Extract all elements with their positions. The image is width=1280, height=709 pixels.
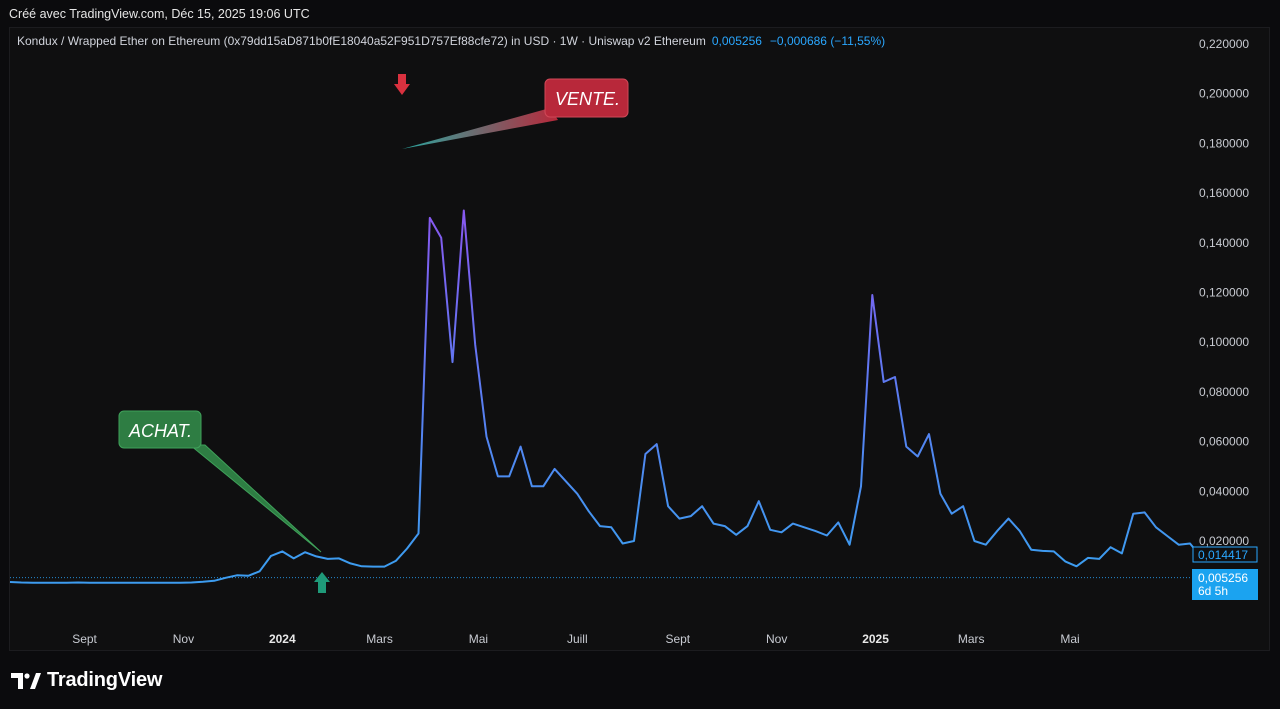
- created-with-caption: Créé avec TradingView.com, Déc 15, 2025 …: [9, 7, 310, 21]
- sell-label: VENTE.: [555, 89, 620, 109]
- price-series-line: [9, 209, 1236, 584]
- x-tick-label: Nov: [173, 632, 194, 646]
- series-layer: [9, 209, 1236, 584]
- footer: [0, 655, 1280, 709]
- y-tick-label: 0,200000: [1199, 87, 1249, 101]
- buy-callout-box: [118, 410, 202, 449]
- sell-arrow-icon: [394, 74, 410, 95]
- y-tick-label: 0,080000: [1199, 385, 1249, 399]
- last-price-tag: 0,005256 6d 5h: [1192, 569, 1258, 600]
- symbol-title: Kondux / Wrapped Ether on Ethereum (0x79…: [17, 34, 706, 48]
- x-tick-label: Sept: [665, 632, 690, 646]
- y-tick-label: 0,100000: [1199, 335, 1249, 349]
- x-tick-label: 2025: [862, 632, 889, 646]
- y-tick-label: 0,040000: [1199, 484, 1249, 498]
- sell-callout-pointer: [402, 108, 558, 149]
- y-tick-label: 0,160000: [1199, 186, 1249, 200]
- last-price-value: 0,005256: [1198, 571, 1248, 585]
- logo-text: TradingView: [47, 669, 163, 691]
- y-tick-label: 0,020000: [1199, 534, 1249, 548]
- time-axis[interactable]: Sept Nov 2024 Mars Mai Juill Sept Nov 2025 Mars Ma…: [72, 632, 1080, 646]
- sell-annotation[interactable]: VENTE.: [402, 78, 629, 149]
- x-tick-label: Mai: [469, 632, 488, 646]
- symbol-legend[interactable]: Kondux / Wrapped Ether on Ethereum (0x79…: [17, 34, 885, 48]
- sell-callout-box: [544, 78, 629, 118]
- y-tick-label: 0,060000: [1199, 435, 1249, 449]
- y-tick-label: 0,180000: [1199, 136, 1249, 150]
- buy-callout-pointer: [188, 444, 322, 553]
- buy-annotation[interactable]: ACHAT.: [118, 410, 322, 553]
- legend-change: −0,000686 (−11,55%): [769, 34, 886, 48]
- y-tick-label: 0,120000: [1199, 286, 1249, 300]
- x-tick-label: Juill: [567, 632, 588, 646]
- hover-price-tag: 0,014417: [1192, 546, 1258, 563]
- x-tick-label: Mars: [366, 632, 393, 646]
- x-tick-label: Sept: [72, 632, 97, 646]
- x-tick-label: Nov: [766, 632, 787, 646]
- x-tick-label: Mars: [958, 632, 985, 646]
- y-tick-label: 0,140000: [1199, 236, 1249, 250]
- x-tick-label: 2024: [269, 632, 296, 646]
- buy-label: ACHAT.: [128, 421, 192, 441]
- y-tick-label: 0,220000: [1199, 37, 1249, 51]
- chart-pane[interactable]: [9, 27, 1270, 651]
- tradingview-logo[interactable]: TradingView: [11, 669, 162, 692]
- price-axis[interactable]: 0,020000 0,040000 0,060000 0,080000 0,100000…: [1199, 37, 1249, 548]
- x-tick-label: Mai: [1060, 632, 1079, 646]
- tradingview-logo-icon: [11, 672, 41, 689]
- legend-last-value: 0,005256: [711, 34, 762, 48]
- buy-arrow-icon: [314, 572, 330, 593]
- hover-price-value: 0,014417: [1198, 548, 1248, 562]
- bar-countdown: 6d 5h: [1198, 584, 1228, 598]
